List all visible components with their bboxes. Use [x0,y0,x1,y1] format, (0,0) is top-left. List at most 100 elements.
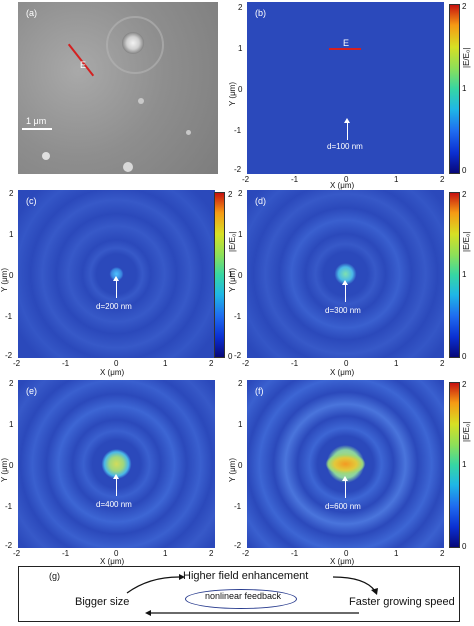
diagram-center-text: nonlinear feedback [205,591,282,601]
pointer-arrow-b [344,118,350,140]
particle-small-1 [42,152,50,160]
diameter-label-b: d=100 nm [327,142,363,151]
xtick-f-0: -2 [242,549,250,558]
diagram-right-text: Faster growing speed [349,596,455,608]
ytick-c-1: 1 [9,230,14,239]
xtick-f-4: 2 [440,549,445,558]
ytick-f-0: 2 [238,379,243,388]
ytick-f-2: 0 [238,461,243,470]
pointer-arrow-e [113,474,119,496]
ylabel-d: Y (μm) [228,267,237,292]
particle-small-4 [186,130,191,135]
cbar-tick-d-high: 2 [462,190,467,199]
cbar-tick-f-high: 2 [462,380,467,389]
ytick-f-3: -1 [234,502,242,511]
xlabel-e: X (μm) [100,557,125,566]
xtick-c-3: 1 [163,359,168,368]
xtick-d-4: 2 [440,359,445,368]
panel-label-b: (b) [255,8,266,18]
sem-image-panel: (a) E 1 μm [18,2,218,174]
cbar-tick-c-mid: 1 [228,270,233,279]
ytick-b-4: -2 [234,165,242,174]
field-map-b: (b) E d=100 nm [247,2,444,174]
panel-label-c: (c) [26,196,37,206]
ytick-c-0: 2 [9,189,14,198]
xtick-b-2: 0 [344,175,349,184]
scalebar [22,128,52,130]
e-field-label-b: E [343,38,350,48]
cbar-tick-f-mid: 1 [462,460,467,469]
ytick-e-4: -2 [5,541,13,550]
colorbar-c [214,192,225,358]
pointer-arrow-c [113,276,119,298]
ring-halo [106,16,164,74]
ytick-d-1: 1 [238,230,243,239]
feedback-arrows [126,574,378,616]
xtick-b-0: -2 [242,175,250,184]
ytick-d-3: -1 [234,312,242,321]
xtick-d-0: -2 [242,359,250,368]
colorbar-label-d: |E/E₀| [462,231,471,252]
diameter-label-f: d=600 nm [325,502,361,511]
cbar-tick-c-high: 2 [228,190,233,199]
colorbar-label-b: |E/E₀| [462,47,471,68]
ytick-f-1: 1 [238,420,243,429]
e-field-marker-b [329,48,361,50]
xlabel-d: X (μm) [330,368,355,377]
xlabel-f: X (μm) [330,557,355,566]
field-map-c: (c) d=200 nm [18,190,215,358]
ytick-c-2: 0 [9,271,14,280]
xtick-f-1: -1 [291,549,299,558]
ytick-e-0: 2 [9,379,14,388]
xtick-c-1: -1 [62,359,70,368]
ytick-d-4: -2 [234,351,242,360]
colorbar-d [449,192,460,358]
xtick-e-2: 0 [114,549,119,558]
diameter-label-d: d=300 nm [325,306,361,315]
field-map-d: (d) d=300 nm [247,190,444,358]
cbar-tick-c-low: 0 [228,352,233,361]
colorbar-label-c: |E/E₀| [228,231,237,252]
diagram-label: (g) [49,571,60,581]
particle-small-2 [123,162,133,172]
xlabel-b: X (μm) [330,181,355,190]
scalebar-label: 1 μm [26,116,47,126]
xtick-f-2: 0 [344,549,349,558]
cbar-tick-d-mid: 1 [462,270,467,279]
xtick-c-2: 0 [114,359,119,368]
pointer-arrow-f [342,476,348,498]
ytick-b-1: 1 [238,44,243,53]
xtick-b-4: 2 [440,175,445,184]
ytick-e-3: -1 [5,502,13,511]
xtick-e-1: -1 [62,549,70,558]
diameter-label-e: d=400 nm [96,500,132,509]
ytick-d-2: 0 [238,271,243,280]
cbar-tick-d-low: 0 [462,352,467,361]
xtick-c-0: -2 [13,359,21,368]
ytick-c-3: -1 [5,312,13,321]
e-field-label-a: E [80,60,87,70]
ylabel-c: Y (μm) [0,267,9,292]
ylabel-f: Y (μm) [228,457,237,482]
field-map-e: (e) d=400 nm [18,380,215,548]
ytick-b-2: 0 [238,85,243,94]
ytick-b-0: 2 [238,3,243,12]
xtick-d-1: -1 [291,359,299,368]
colorbar-f [449,382,460,548]
particle-small-3 [138,98,144,104]
xtick-e-4: 2 [209,549,214,558]
cbar-tick-f-low: 0 [462,542,467,551]
panel-label-a: (a) [26,8,37,18]
xtick-d-3: 1 [394,359,399,368]
feedback-diagram: (g) Higher field enhancement Bigger size… [18,566,460,622]
cbar-tick-b-low: 0 [462,166,467,175]
panel-label-f: (f) [255,386,264,396]
xtick-e-3: 1 [163,549,168,558]
panel-label-d: (d) [255,196,266,206]
xtick-e-0: -2 [13,549,21,558]
ylabel-e: Y (μm) [0,457,9,482]
ytick-e-1: 1 [9,420,14,429]
ytick-b-3: -1 [234,126,242,135]
xlabel-c: X (μm) [100,368,125,377]
cbar-tick-b-high: 2 [462,2,467,11]
